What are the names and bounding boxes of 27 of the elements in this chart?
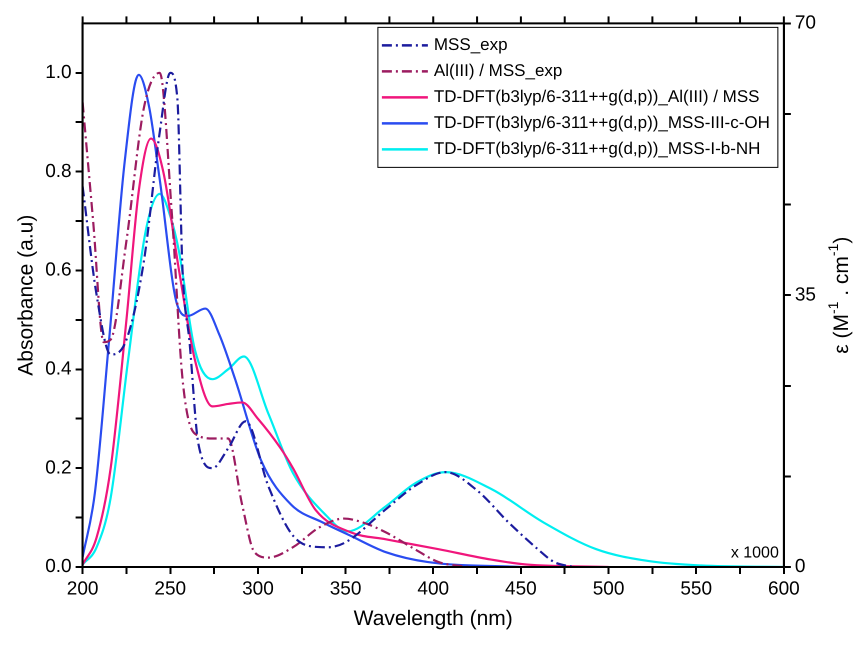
y-tick-label: 0.4	[45, 358, 72, 380]
x-tick-label: 250	[154, 578, 186, 600]
y2-tick-label: 70	[794, 12, 816, 34]
y-tick-label: 1.0	[45, 62, 72, 84]
y-tick-label: 0.8	[45, 160, 72, 182]
x-axis-title: Wavelength (nm)	[354, 607, 513, 630]
x-tick-label: 550	[680, 578, 712, 600]
legend-label: TD-DFT(b3lyp/6-311++g(d,p))_Al(III) / MSS	[434, 87, 760, 106]
y2-tick-label: 35	[794, 284, 816, 306]
legend-label: TD-DFT(b3lyp/6-311++g(d,p))_MSS-I-b-NH	[434, 139, 760, 158]
legend-label: TD-DFT(b3lyp/6-311++g(d,p))_MSS-III-c-OH	[434, 113, 770, 132]
legend-label: Al(III) / MSS_exp	[434, 61, 562, 80]
x-tick-label: 600	[768, 578, 800, 600]
y2-tick-label: 0	[794, 556, 806, 578]
annotation: x 1000	[730, 544, 779, 562]
legend-label: MSS_exp	[434, 35, 508, 54]
y-tick-label: 0.6	[45, 260, 72, 281]
x-tick-label: 200	[66, 578, 98, 600]
y-tick-label: 0.2	[45, 457, 72, 478]
x-tick-label: 450	[505, 578, 537, 600]
y2-axis-title: ε (M-1 . cm-1)	[824, 236, 853, 354]
x-tick-label: 500	[592, 578, 624, 600]
y-axis-title: Absorbance (a.u)	[14, 214, 38, 376]
x-tick-label: 350	[330, 578, 362, 600]
x-tick-label: 300	[242, 578, 274, 600]
x-tick-label: 400	[417, 578, 450, 600]
y-tick-label: 0.0	[45, 556, 72, 578]
